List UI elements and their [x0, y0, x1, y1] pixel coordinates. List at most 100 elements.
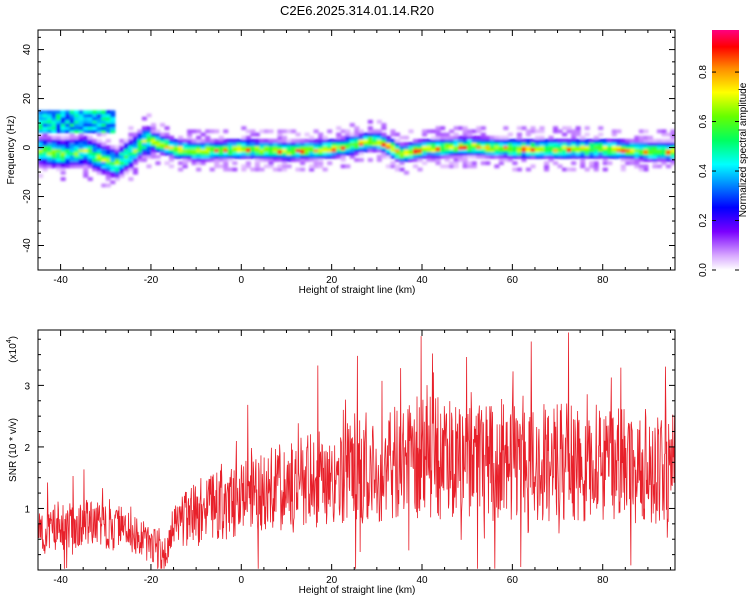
heatmap-cell: [259, 151, 265, 156]
heatmap-cell: [69, 135, 75, 140]
heatmap-cell: [521, 142, 527, 146]
heatmap-cell: [670, 161, 675, 166]
heatmap-cell: [485, 138, 491, 143]
heatmap-cell: [182, 142, 188, 146]
heatmap-cell: [87, 148, 93, 153]
heatmap-cell: [65, 154, 71, 159]
heatmap-cell: [358, 132, 364, 137]
heatmap-cell: [512, 151, 518, 156]
heatmap-cell: [191, 129, 197, 134]
heatmap-cell: [187, 129, 193, 134]
heatmap-cell: [381, 138, 387, 143]
heatmap-cell: [74, 151, 80, 156]
heatmap-cell: [553, 154, 559, 159]
heatmap-cell: [65, 123, 71, 127]
heatmap-cell: [78, 158, 84, 162]
heatmap-cell: [169, 151, 175, 156]
heatmap-cell: [336, 154, 342, 159]
heatmap-cell: [119, 174, 125, 178]
heatmap-cell: [218, 145, 224, 150]
heatmap-cell: [656, 142, 663, 146]
snr-x-tick-label: -40: [53, 575, 68, 586]
heatmap-cell: [327, 154, 333, 159]
heatmap-cell: [498, 151, 504, 156]
heatmap-cell: [209, 158, 215, 162]
heatmap-cell: [60, 135, 66, 140]
heatmap-cell: [227, 167, 233, 172]
heatmap-cell: [661, 132, 667, 137]
heatmap-cell: [187, 151, 193, 156]
heatmap-cell: [571, 167, 577, 172]
snr-x-tick-label: 0: [239, 575, 245, 586]
heatmap-cell: [381, 148, 387, 153]
heatmap-cell: [92, 145, 98, 150]
heatmap-cell: [575, 129, 581, 134]
heatmap-cell: [539, 126, 545, 131]
heatmap-cell: [435, 126, 441, 131]
heatmap-cell: [503, 145, 509, 150]
heatmap-cell: [534, 145, 541, 150]
heatmap-cell: [250, 151, 256, 156]
heatmap-cell: [584, 142, 590, 146]
heatmap-cell: [182, 161, 188, 166]
heatmap-cell: [408, 158, 414, 162]
heatmap-cell: [530, 154, 536, 159]
heatmap-cell: [458, 151, 464, 156]
heatmap-cell: [236, 145, 242, 150]
heatmap-cell: [38, 126, 44, 131]
heatmap-cell: [263, 154, 270, 159]
heatmap-cell: [101, 151, 107, 156]
heatmap-cell: [462, 161, 468, 166]
heatmap-cell: [652, 158, 658, 162]
heatmap-cell: [178, 167, 184, 172]
heatmap-cell: [516, 145, 522, 150]
heatmap-cell: [449, 148, 455, 153]
heatmap-cell: [367, 148, 373, 153]
heatmap-cell: [453, 151, 459, 156]
heatmap-cell: [589, 154, 595, 159]
heatmap-cell: [467, 161, 473, 166]
heatmap-cell: [87, 129, 93, 134]
heatmap-cell: [47, 158, 53, 162]
heatmap-cell: [51, 116, 57, 121]
heatmap-cell: [593, 145, 599, 150]
heatmap-cell: [480, 126, 486, 131]
heatmap-cell: [110, 126, 116, 131]
heatmap-cell: [83, 170, 89, 175]
heatmap-cell: [665, 164, 672, 169]
heatmap-cell: [87, 158, 93, 162]
heatmap-cell: [598, 148, 604, 153]
heatmap-cell: [611, 148, 617, 153]
heatmap-cell: [643, 167, 649, 172]
heatmap-cell: [38, 154, 44, 159]
heatmap-cell: [543, 142, 550, 146]
heatmap-cell: [250, 132, 256, 137]
heatmap-cell: [571, 132, 577, 137]
heatmap-cell: [51, 154, 57, 159]
colorbar-ticks: 0.0 0.2 0.4 0.6 0.8: [698, 65, 739, 277]
heatmap-cell: [123, 164, 129, 169]
heatmap-cell: [281, 151, 288, 156]
snr-multiplier-close: ): [8, 336, 19, 339]
heatmap-cell: [56, 110, 62, 115]
heatmap-cell: [259, 167, 265, 172]
heatmap-cell: [525, 138, 532, 143]
heatmap-cell: [462, 126, 468, 131]
heatmap-cell: [69, 126, 75, 131]
heatmap-cell: [78, 148, 84, 153]
heatmap-cell: [51, 110, 57, 115]
heatmap-cell: [114, 158, 120, 162]
heatmap-cell: [74, 138, 80, 143]
heatmap-cell: [449, 161, 455, 166]
heatmap-cell: [372, 142, 378, 146]
heatmap-cell: [132, 151, 138, 156]
heatmap-cell: [385, 145, 391, 150]
heatmap-cell: [318, 148, 324, 153]
heatmap-cell: [458, 154, 464, 159]
heatmap-cell: [652, 154, 658, 159]
heatmap-cell: [263, 138, 270, 143]
heatmap-cell: [584, 138, 590, 143]
heatmap-cell: [516, 126, 522, 131]
heatmap-cell: [322, 145, 328, 150]
